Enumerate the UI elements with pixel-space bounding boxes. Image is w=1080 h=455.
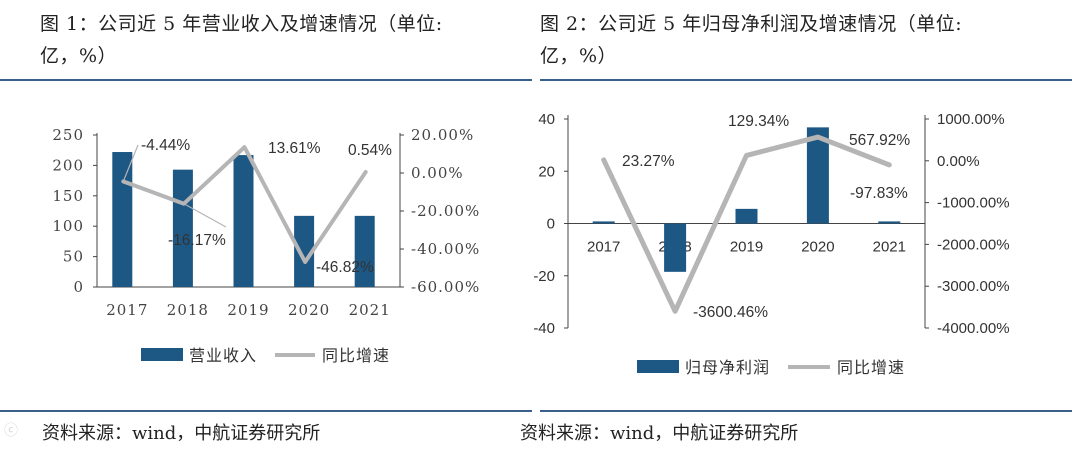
left-tick-label: 250: [52, 126, 84, 144]
revenue-bar: [112, 152, 133, 287]
growth-rate-line: [601, 134, 892, 314]
source-note: 资料来源：wind，中航证券研究所: [520, 423, 799, 444]
right-tick-label: -2000.00%: [937, 236, 1010, 253]
legend-label: 同比增速: [322, 346, 390, 365]
x-tick-label: 2020: [801, 239, 834, 256]
net-profit-bar: [664, 223, 687, 272]
right-tick-label: -1000.00%: [937, 195, 1010, 212]
net-profit-bar: [735, 208, 758, 224]
left-tick-label: 20: [538, 163, 555, 180]
legend-bar-swatch: [141, 348, 183, 361]
legend-bar-swatch: [637, 360, 679, 373]
data-label: 0.54%: [348, 142, 392, 159]
chart-panel-revenue: 图 1：公司近 5 年营业收入及增速情况（单位: 亿，%） 250 200 150 1…: [0, 13, 532, 444]
right-tick-label: 0.00%: [937, 153, 980, 170]
right-tick-label: 0.00%: [411, 164, 464, 182]
chart-title-line2: 亿，%）: [40, 45, 118, 67]
source-note: 资料来源：wind，中航证券研究所: [42, 423, 321, 444]
right-tick-label: -20.00%: [411, 202, 480, 220]
left-tick-label: 40: [538, 111, 555, 128]
revenue-bar: [294, 215, 315, 287]
left-tick-label: 200: [52, 156, 84, 174]
legend-label: 同比增速: [837, 358, 905, 377]
legend-label: 营业收入: [189, 346, 257, 365]
left-tick-label: 50: [63, 248, 84, 266]
x-tick-label: 2018: [167, 301, 209, 319]
chart-title-line1: 图 1：公司近 5 年营业收入及增速情况（单位:: [40, 13, 443, 35]
left-tick-label: -40: [533, 320, 555, 337]
right-tick-label: -4000.00%: [937, 320, 1010, 337]
right-tick-label: -60.00%: [411, 278, 480, 296]
revenue-bar: [233, 155, 254, 287]
x-tick-label: 2017: [106, 301, 148, 319]
net-profit-bar: [806, 127, 829, 224]
revenue-bar: [354, 215, 375, 287]
chart-panel-net-profit: 图 2：公司近 5 年归母净利润及增速情况（单位: 亿，%） 40 20 0 -20 -…: [520, 0, 1080, 455]
right-tick-label: 20.00%: [411, 126, 474, 144]
right-tick-label: 1000.00%: [937, 111, 1005, 128]
revenue-chart: 250 200 150 100 50 0 20.00% 0.00% -20.00% -40.00%…: [52, 126, 480, 365]
x-tick-label: 2021: [349, 301, 391, 319]
left-tick-label: 0: [73, 278, 84, 296]
chart-title-line2: 亿，%）: [540, 45, 618, 67]
data-label: 567.92%: [849, 132, 910, 149]
data-label: 13.61%: [268, 140, 321, 157]
x-tick-label: 2021: [873, 239, 906, 256]
data-label: -3600.46%: [693, 304, 768, 321]
bottom-divider: [540, 410, 1072, 412]
chart-title-line1: 图 2：公司近 5 年归母净利润及增速情况（单位:: [540, 13, 963, 35]
right-tick-label: -40.00%: [411, 240, 480, 258]
data-label: -16.17%: [168, 232, 226, 249]
watermark: ⓒ: [4, 423, 18, 439]
right-tick-label: -3000.00%: [937, 278, 1010, 295]
leader-line: [183, 203, 227, 228]
x-tick-label: 2019: [730, 239, 763, 256]
growth-rate-line: [121, 145, 368, 264]
data-label: -46.82%: [316, 259, 374, 276]
bottom-divider: [0, 410, 532, 412]
left-tick-label: 100: [52, 217, 84, 235]
x-tick-label: 2019: [227, 301, 269, 319]
data-label: 129.34%: [728, 113, 789, 130]
leader-line: [122, 144, 139, 182]
revenue-bar: [172, 169, 193, 287]
data-label: -97.83%: [850, 185, 908, 202]
top-divider: [0, 79, 532, 81]
top-divider: [540, 79, 1072, 81]
left-tick-label: 0: [547, 216, 555, 233]
left-tick-label: -20: [533, 268, 555, 285]
x-tick-label: 2020: [288, 301, 330, 319]
data-label: 23.27%: [622, 153, 675, 170]
left-tick-label: 150: [52, 187, 84, 205]
net-profit-bar: [592, 221, 615, 224]
x-tick-label: 2017: [587, 239, 620, 256]
net-profit-chart: 40 20 0 -20 -40 1000.00% 0.00% -1000.00% -2000.0…: [533, 111, 1010, 377]
net-profit-bar: [878, 221, 901, 224]
data-label: -4.44%: [141, 137, 190, 154]
legend-label: 归母净利润: [685, 358, 770, 377]
